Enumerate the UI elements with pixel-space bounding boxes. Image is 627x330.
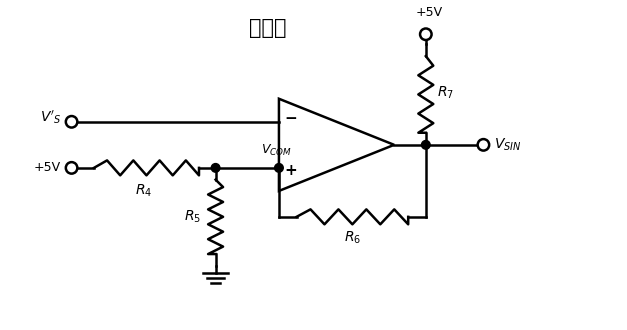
Text: 比较器: 比较器 [249, 18, 286, 38]
Text: +: + [284, 163, 297, 178]
Circle shape [420, 28, 431, 40]
Text: −: − [284, 112, 297, 126]
Circle shape [66, 116, 77, 128]
Circle shape [478, 139, 489, 150]
Text: $R_6$: $R_6$ [344, 229, 361, 246]
Text: $R_5$: $R_5$ [184, 209, 201, 225]
Text: $V'_S$: $V'_S$ [40, 108, 61, 126]
Text: +5V: +5V [415, 6, 442, 19]
Text: +5V: +5V [34, 161, 61, 174]
Text: $V_{COM}$: $V_{COM}$ [261, 143, 292, 157]
Text: $R_4$: $R_4$ [135, 182, 152, 199]
Circle shape [275, 164, 283, 172]
Text: $R_7$: $R_7$ [438, 85, 455, 101]
Circle shape [66, 162, 77, 174]
Circle shape [421, 141, 430, 149]
Circle shape [211, 164, 220, 172]
Text: $V_{SIN}$: $V_{SIN}$ [494, 137, 521, 153]
